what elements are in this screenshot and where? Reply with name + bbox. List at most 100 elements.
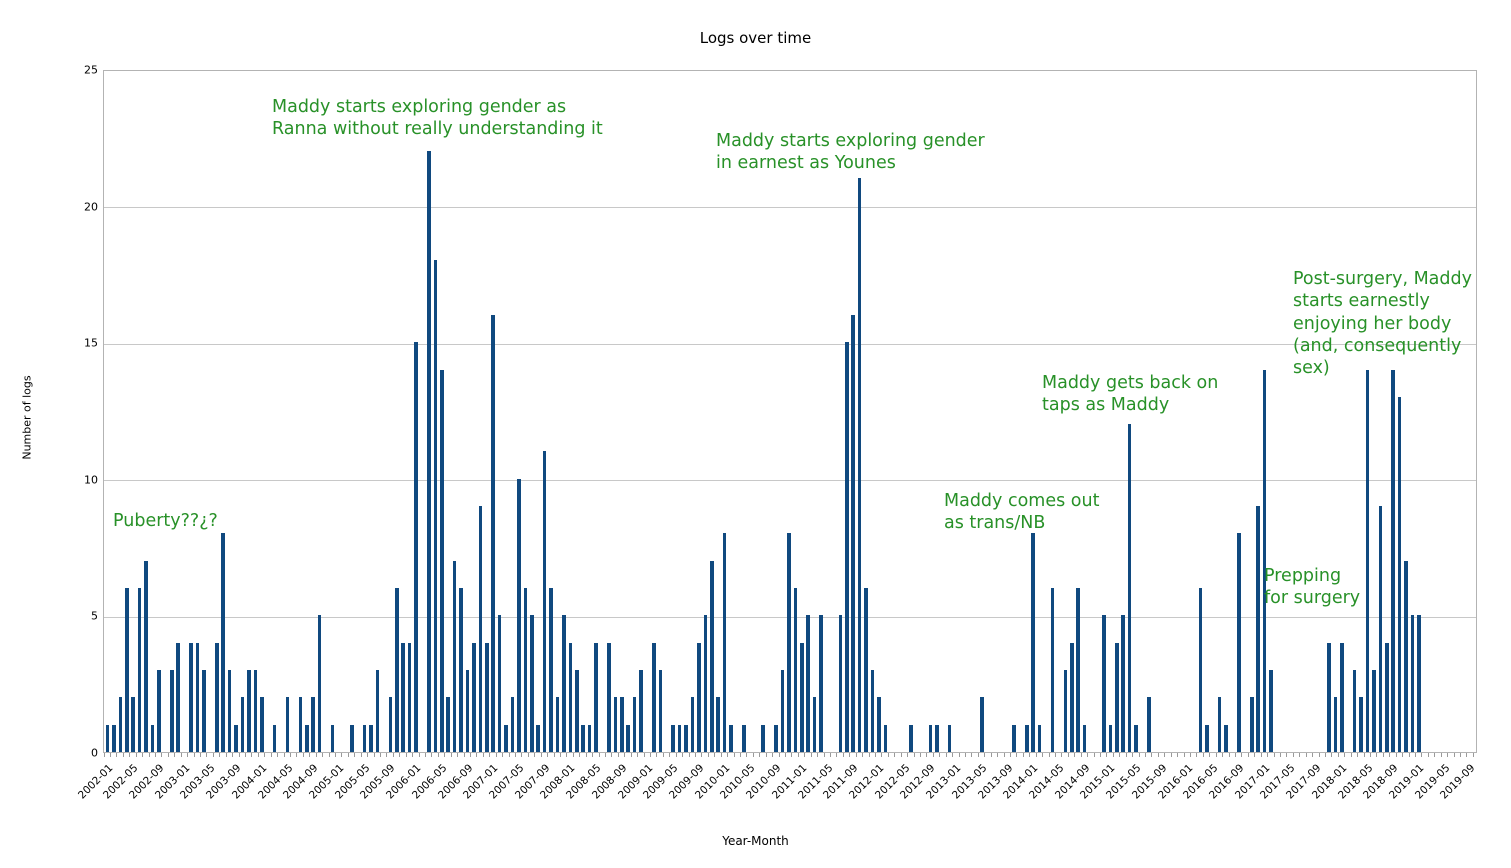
bar — [555, 697, 560, 752]
x-tick — [1382, 753, 1384, 757]
bar — [877, 697, 881, 752]
bar — [112, 724, 116, 752]
bar — [452, 560, 457, 752]
bar — [169, 670, 174, 752]
bar — [742, 724, 746, 752]
bar — [844, 342, 849, 752]
x-tick — [720, 753, 722, 757]
x-tick — [219, 753, 221, 757]
x-tick — [1119, 753, 1121, 757]
x-tick — [1344, 753, 1346, 757]
x-tick — [784, 753, 786, 757]
bar — [1359, 697, 1363, 752]
bar — [1339, 642, 1344, 752]
x-tick — [1459, 753, 1461, 757]
x-tick — [656, 753, 658, 757]
x-tick — [881, 753, 883, 757]
bar — [144, 560, 148, 752]
x-tick — [1042, 753, 1044, 757]
bar — [979, 697, 984, 752]
x-tick — [193, 753, 195, 757]
y-tick-label: 5 — [91, 609, 98, 623]
x-tick — [1312, 753, 1314, 757]
x-tick — [1254, 753, 1256, 757]
x-tick — [894, 753, 896, 757]
x-tick — [1112, 753, 1114, 757]
bar — [1121, 615, 1125, 752]
x-tick — [842, 753, 844, 757]
bar — [105, 724, 110, 752]
x-tick — [309, 753, 311, 757]
x-tick — [829, 753, 831, 757]
bar — [259, 697, 264, 752]
bar — [761, 724, 765, 752]
x-tick — [1350, 753, 1352, 757]
x-tick — [1029, 753, 1031, 757]
bar — [1198, 588, 1203, 752]
y-tick-label: 0 — [91, 746, 98, 760]
bar — [150, 724, 155, 752]
x-tick — [180, 753, 182, 757]
x-tick — [251, 753, 253, 757]
x-tick — [868, 753, 870, 757]
x-tick — [341, 753, 343, 757]
x-tick — [1369, 753, 1371, 757]
x-tick — [566, 753, 568, 757]
x-tick — [604, 753, 606, 757]
x-tick — [1318, 753, 1320, 757]
x-tick — [373, 753, 375, 757]
bar — [491, 314, 495, 752]
x-tick — [502, 753, 504, 757]
x-tick — [964, 753, 966, 757]
bar — [234, 724, 238, 752]
bar — [176, 642, 180, 752]
x-tick — [643, 753, 645, 757]
x-tick — [887, 753, 889, 757]
x-tick — [1414, 753, 1416, 757]
bar — [613, 697, 618, 752]
bar — [304, 724, 309, 752]
x-tick — [1048, 753, 1050, 757]
bar — [619, 697, 624, 752]
plot-area — [103, 70, 1477, 753]
y-gridline — [104, 343, 1476, 345]
x-tick — [1331, 753, 1333, 757]
bar — [1069, 642, 1074, 752]
x-tick — [1189, 753, 1191, 757]
bar — [857, 178, 862, 752]
bar — [1217, 697, 1222, 752]
bar — [709, 560, 714, 752]
x-tick — [1247, 753, 1249, 757]
x-tick — [900, 753, 902, 757]
bar — [1249, 697, 1254, 752]
x-tick — [289, 753, 291, 757]
x-tick — [932, 753, 934, 757]
x-tick — [360, 753, 362, 757]
annotation-ranna: Maddy starts exploring gender as Ranna w… — [272, 97, 603, 140]
annotation-puberty: Puberty??¿? — [113, 511, 218, 531]
x-tick — [1357, 753, 1359, 757]
bar — [928, 724, 933, 752]
annotation-taps: Maddy gets back on taps as Maddy — [1042, 373, 1219, 416]
x-tick — [379, 753, 381, 757]
x-tick — [637, 753, 639, 757]
bar — [137, 588, 142, 752]
bar — [697, 642, 701, 752]
bar — [1417, 615, 1421, 752]
x-tick — [1054, 753, 1056, 757]
bar — [1024, 724, 1029, 752]
x-tick — [386, 753, 388, 757]
x-tick — [669, 753, 671, 757]
x-tick — [649, 753, 651, 757]
bar — [517, 478, 521, 752]
bar — [317, 615, 322, 752]
bar — [658, 670, 663, 752]
bar — [221, 533, 225, 752]
bar — [1063, 670, 1068, 752]
x-tick — [1363, 753, 1365, 757]
bar — [189, 642, 193, 752]
bar — [1391, 369, 1395, 752]
bar — [131, 697, 135, 752]
x-tick — [939, 753, 941, 757]
